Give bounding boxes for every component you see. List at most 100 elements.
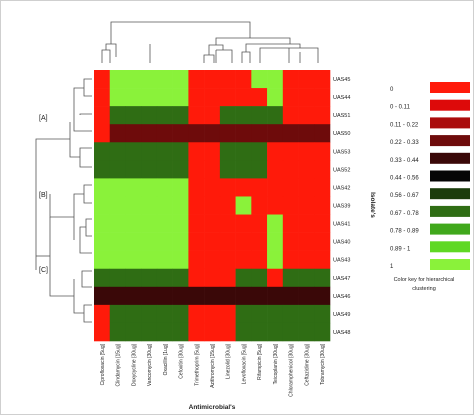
column-label: Cefoxitin [30ug]	[179, 343, 185, 378]
legend-swatch	[430, 259, 470, 270]
heatmap-cell-UAS47-10	[235, 268, 252, 288]
heatmap-cell-UAS45-2	[109, 70, 126, 89]
legend-title: Color key for hierarchical	[394, 277, 455, 283]
legend-swatch	[430, 170, 470, 182]
heatmap-cell-UAS53-4	[141, 142, 158, 161]
legend-label: 0.44 - 0.56	[390, 176, 419, 182]
heatmap-cell-UAS53-6	[172, 142, 189, 161]
column-label: Azithromycin [15ug]	[210, 343, 216, 388]
heatmap-cell-UAS44-9	[219, 88, 236, 107]
heatmap-cell-UAS48-11	[251, 322, 268, 342]
heatmap-cell-UAS49-12	[267, 304, 284, 324]
heatmap-cell-UAS42-8	[204, 178, 221, 197]
heatmap-cell-UAS49-3	[125, 304, 142, 324]
row-label: UAS48	[333, 330, 350, 336]
heatmap-cell-UAS41-7	[188, 214, 205, 233]
heatmap-cell-UAS52-12	[267, 160, 284, 179]
heatmap-cell-UAS41-13	[282, 214, 299, 233]
heatmap-cell-UAS44-3	[125, 88, 142, 107]
heatmap-cell-UAS47-14	[298, 268, 315, 288]
heatmap-cell-UAS49-1	[94, 304, 111, 324]
heatmap-cell-UAS49-4	[141, 304, 158, 324]
heatmap-cell-UAS40-4	[141, 232, 158, 251]
heatmap-cell-UAS40-11	[251, 232, 268, 251]
heatmap-cell-UAS49-7	[188, 304, 205, 324]
legend-swatch	[430, 82, 470, 93]
heatmap-cell-UAS48-7	[188, 322, 205, 342]
column-label: Ceftazidime [30ug]	[304, 343, 310, 385]
heatmap-cell-UAS52-1	[94, 160, 111, 179]
heatmap-cell-UAS43-7	[188, 250, 205, 270]
group-label: [A]	[39, 115, 48, 122]
heatmap-cell-UAS50-4	[141, 124, 158, 143]
heatmap-cell-UAS52-8	[204, 160, 221, 179]
x-axis-title: Antimicrobial's	[189, 404, 236, 411]
heatmap-cell-UAS51-2	[109, 106, 126, 125]
heatmap-cell-UAS46-14	[298, 286, 315, 306]
heatmap-cell-UAS46-3	[125, 286, 142, 306]
heatmap-cell-UAS39-14	[298, 196, 315, 215]
legend-label: 0.11 - 0.22	[390, 122, 419, 128]
row-label: UAS50	[333, 131, 350, 137]
heatmap-cell-UAS51-12	[267, 106, 284, 125]
heatmap-cell-UAS50-9	[219, 124, 236, 143]
heatmap-cell-UAS51-13	[282, 106, 299, 125]
column-label: Ciprofloxacin [5ug]	[100, 343, 106, 385]
legend-label: 0.22 - 0.33	[390, 140, 419, 146]
heatmap-cell-UAS47-6	[172, 268, 189, 288]
heatmap-cell-UAS41-12	[267, 214, 284, 233]
heatmap-cell-UAS48-4	[141, 322, 158, 342]
heatmap-cell-UAS50-10	[235, 124, 252, 143]
heatmap-cell-UAS53-13	[282, 142, 299, 161]
legend-title: clustering	[412, 286, 436, 292]
heatmap-cell-UAS40-14	[298, 232, 315, 251]
heatmap-cell-UAS45-6	[172, 70, 189, 89]
heatmap-cell-UAS45-14	[298, 70, 315, 89]
heatmap-cell-UAS39-12	[267, 196, 284, 215]
heatmap-cell-UAS50-1	[94, 124, 111, 143]
heatmap-cell-UAS50-3	[125, 124, 142, 143]
heatmap-cell-UAS46-8	[204, 286, 221, 306]
heatmap-cell-UAS47-9	[219, 268, 236, 288]
heatmap-cell-UAS41-14	[298, 214, 315, 233]
legend-swatch	[430, 117, 470, 129]
row-label: UAS46	[333, 294, 350, 300]
legend-swatch	[430, 241, 470, 253]
legend-label: 0.67 - 0.78	[390, 211, 419, 217]
column-label: Tobramycin [30ug]	[320, 343, 326, 384]
heatmap-cell-UAS44-10	[235, 88, 252, 107]
heatmap-cell-UAS46-12	[267, 286, 284, 306]
row-label: UAS49	[333, 312, 350, 318]
heatmap-cell-UAS42-9	[219, 178, 236, 197]
cluster-group-labels: [A] [B] [C]	[39, 115, 48, 274]
heatmap-cell-UAS45-7	[188, 70, 205, 89]
heatmap-cell-UAS44-13	[282, 88, 299, 107]
heatmap-cell-UAS52-10	[235, 160, 252, 179]
heatmap-cell-UAS46-2	[109, 286, 126, 306]
heatmap-cell-UAS39-11	[251, 196, 268, 215]
heatmap-cell-UAS45-13	[282, 70, 299, 89]
heatmap-cell-UAS43-11	[251, 250, 268, 270]
heatmap-cell-UAS49-15	[314, 304, 331, 324]
heatmap-cell-UAS39-7	[188, 196, 205, 215]
color-key: 0 0 - 0.11 0.11 - 0.22 0.22 - 0.33 0.33 - 0.…	[390, 82, 470, 292]
heatmap-cell-UAS48-8	[204, 322, 221, 342]
heatmap-cell-UAS39-15	[314, 196, 331, 215]
heatmap-cell-UAS46-13	[282, 286, 299, 306]
heatmap-cell-UAS44-1	[94, 88, 111, 107]
heatmap-cell-UAS50-2	[109, 124, 126, 143]
heatmap-cell-UAS44-4	[141, 88, 158, 107]
heatmap-cell-UAS39-5	[156, 196, 173, 215]
heatmap-cell-UAS51-1	[94, 106, 111, 125]
column-label: Linezolid [30ug]	[226, 343, 232, 379]
heatmap-cell-UAS41-11	[251, 214, 268, 233]
heatmap-cell-UAS44-5	[156, 88, 173, 107]
heatmap-cell-UAS43-4	[141, 250, 158, 270]
heatmap-cell-UAS39-4	[141, 196, 158, 215]
heatmap-cell-UAS43-5	[156, 250, 173, 270]
heatmap-cell-UAS47-4	[141, 268, 158, 288]
heatmap-cell-UAS40-15	[314, 232, 331, 251]
heatmap-cell-UAS50-7	[188, 124, 205, 143]
heatmap-cell-UAS50-13	[282, 124, 299, 143]
row-label: UAS47	[333, 276, 350, 282]
